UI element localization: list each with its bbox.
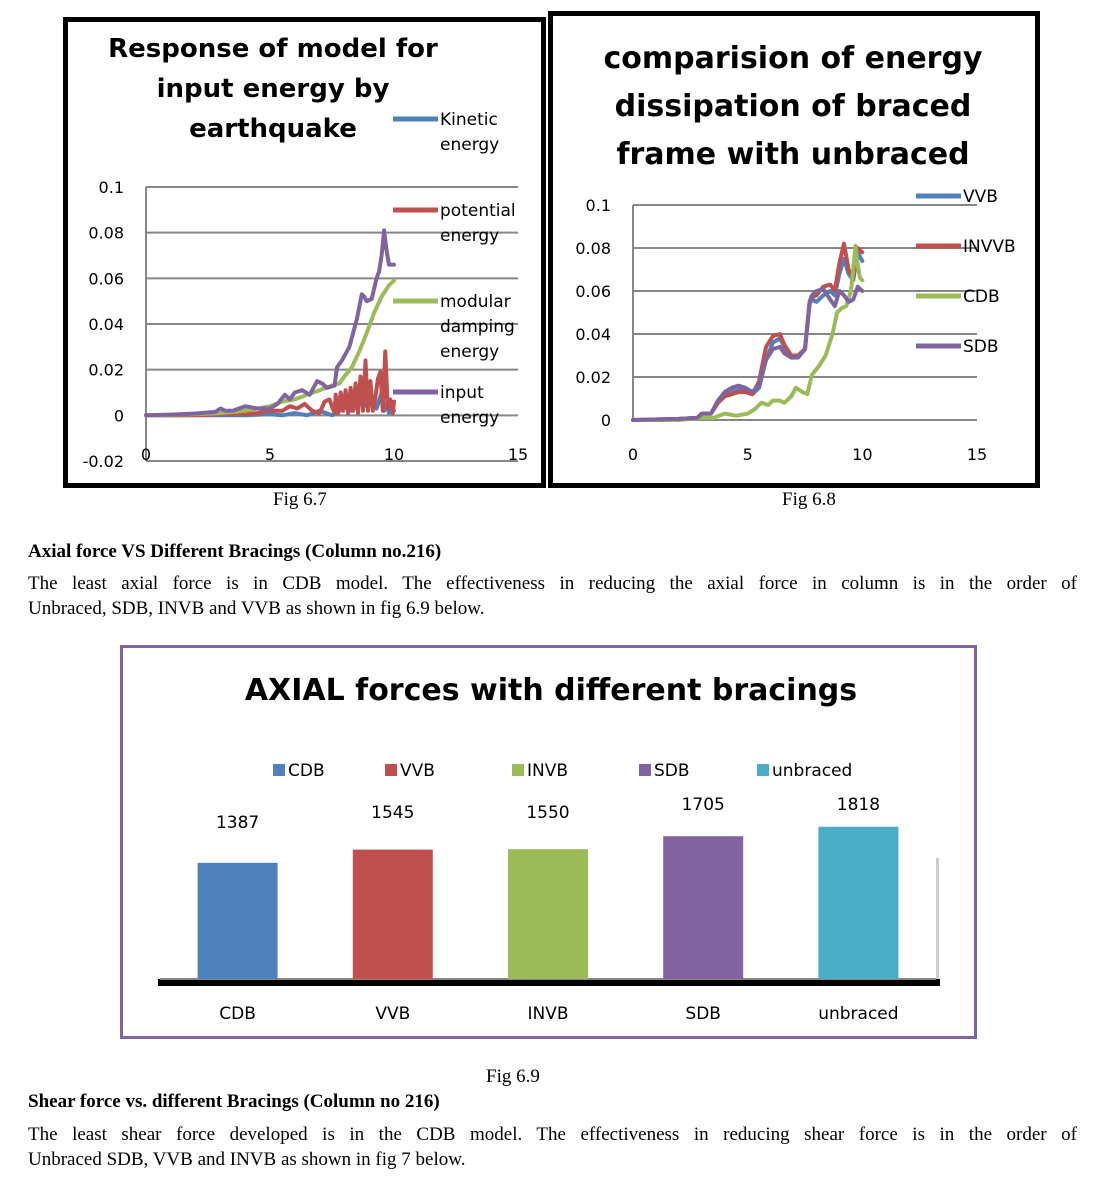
- legend-label: unbraced: [772, 761, 852, 781]
- y-tick-label: 0.06: [575, 282, 611, 301]
- bar-cdb: [197, 862, 278, 979]
- legend-swatch: [385, 764, 397, 776]
- legend-label: VVB: [400, 761, 435, 781]
- axial-force-paragraph: The least axial force is in CDB model. T…: [28, 571, 1077, 621]
- bar-sdb: [663, 836, 744, 979]
- y-tick-label: 0.1: [586, 196, 611, 215]
- y-tick-label: 0.06: [88, 269, 124, 288]
- y-tick-label: 0: [601, 411, 611, 430]
- series-line-input-energy: [144, 228, 396, 418]
- figure-6-7-frame: Response of model for input energy by eart…: [63, 17, 546, 488]
- data-label: 1550: [526, 803, 569, 823]
- axial-paragraph-line-2: Unbraced, SDB, INVB and VVB as shown in …: [28, 598, 485, 619]
- fig69-caption: Fig 6.9: [486, 1066, 540, 1087]
- axial-paragraph-line-1: The least axial force is in CDB model. T…: [28, 573, 1077, 594]
- data-label: 1818: [837, 795, 880, 815]
- bar-vvb: [352, 849, 433, 979]
- y-tick-label: 0: [114, 406, 124, 425]
- data-label: 1705: [682, 795, 725, 815]
- chart-title-line: frame with unbraced: [616, 137, 969, 172]
- legend-label: Kinetic: [440, 110, 498, 130]
- energy-response-chart: Response of model for input energy by eart…: [83, 34, 529, 471]
- x-category-label: CDB: [219, 1004, 256, 1024]
- x-tick-label: 0: [141, 445, 151, 464]
- legend-label: energy: [440, 342, 499, 362]
- chart-title-line: earthquake: [189, 114, 357, 144]
- legend-label: CDB: [963, 287, 1000, 307]
- chart-title: AXIAL forces with different bracings: [245, 673, 857, 708]
- shear-force-paragraph: The least shear force developed is in th…: [28, 1122, 1077, 1172]
- legend-label: modular: [440, 292, 511, 312]
- chart-title-line: Response of model for: [108, 34, 438, 64]
- x-category-label: unbraced: [818, 1004, 898, 1024]
- series-line-invvb: [631, 241, 865, 422]
- y-tick-label: 0.02: [88, 361, 124, 380]
- y-tick-label: 0.04: [88, 315, 124, 334]
- legend-label: CDB: [288, 761, 325, 781]
- legend-label: potential: [440, 201, 516, 221]
- shear-paragraph-line-1: The least shear force developed is in th…: [28, 1124, 1077, 1145]
- series-line-potential-energy: [144, 349, 396, 418]
- y-tick-label: 0.08: [575, 239, 611, 258]
- chart-title-line: input energy by: [157, 74, 390, 104]
- series-line-cdb: [631, 243, 865, 422]
- x-tick-label: 15: [508, 445, 528, 464]
- x-category-label: INVB: [527, 1004, 568, 1024]
- figure-6-8-frame: comparision of energy dissipation of brac…: [548, 11, 1040, 488]
- y-tick-label: 0.1: [99, 178, 124, 197]
- bar-unbraced: [818, 826, 899, 979]
- y-tick-label: -0.02: [83, 452, 124, 471]
- fig68-caption: Fig 6.8: [782, 489, 836, 510]
- legend-label: energy: [440, 135, 499, 155]
- legend-swatch: [273, 764, 285, 776]
- legend-label: energy: [440, 226, 499, 246]
- x-category-label: SDB: [685, 1004, 721, 1024]
- chart-title-line: dissipation of braced: [615, 89, 972, 124]
- shear-force-heading: Shear force vs. different Bracings (Colu…: [28, 1091, 440, 1112]
- x-category-label: VVB: [375, 1004, 410, 1024]
- legend-label: SDB: [654, 761, 690, 781]
- chart-title-line: comparision of energy: [604, 41, 983, 76]
- energy-dissipation-chart: comparision of energy dissipation of brac…: [575, 41, 1016, 464]
- x-axis-floor: [158, 979, 940, 986]
- data-label: 1545: [371, 803, 414, 823]
- legend-swatch: [639, 764, 651, 776]
- legend-label: SDB: [963, 337, 999, 357]
- x-tick-label: 15: [967, 445, 987, 464]
- shear-paragraph-line-2: Unbraced SDB, VVB and INVB as shown in f…: [28, 1149, 466, 1170]
- legend-swatch: [757, 764, 769, 776]
- y-tick-label: 0.08: [88, 224, 124, 243]
- series-line-sdb: [631, 284, 865, 422]
- y-tick-label: 0.02: [575, 368, 611, 387]
- x-tick-label: 5: [265, 445, 275, 464]
- data-label: 1387: [216, 813, 259, 833]
- legend-label: energy: [440, 408, 499, 428]
- axial-force-heading: Axial force VS Different Bracings (Colum…: [28, 541, 442, 562]
- x-tick-label: 5: [743, 445, 753, 464]
- fig67-caption: Fig 6.7: [273, 489, 327, 510]
- x-tick-label: 10: [852, 445, 872, 464]
- legend-label: damping: [440, 317, 515, 337]
- y-tick-label: 0.04: [575, 325, 611, 344]
- bar-invb: [508, 849, 588, 979]
- x-tick-label: 0: [628, 445, 638, 464]
- legend-label: INVB: [527, 761, 568, 781]
- legend-label: INVVB: [963, 237, 1016, 257]
- x-tick-label: 10: [384, 445, 404, 464]
- figure-6-9-frame: AXIAL forces with different bracings CDB V…: [120, 645, 977, 1039]
- legend-label: input: [440, 383, 484, 403]
- legend-label: VVB: [963, 187, 998, 207]
- legend-swatch: [512, 764, 524, 776]
- axial-forces-bar-chart: AXIAL forces with different bracings CDB V…: [158, 673, 940, 1024]
